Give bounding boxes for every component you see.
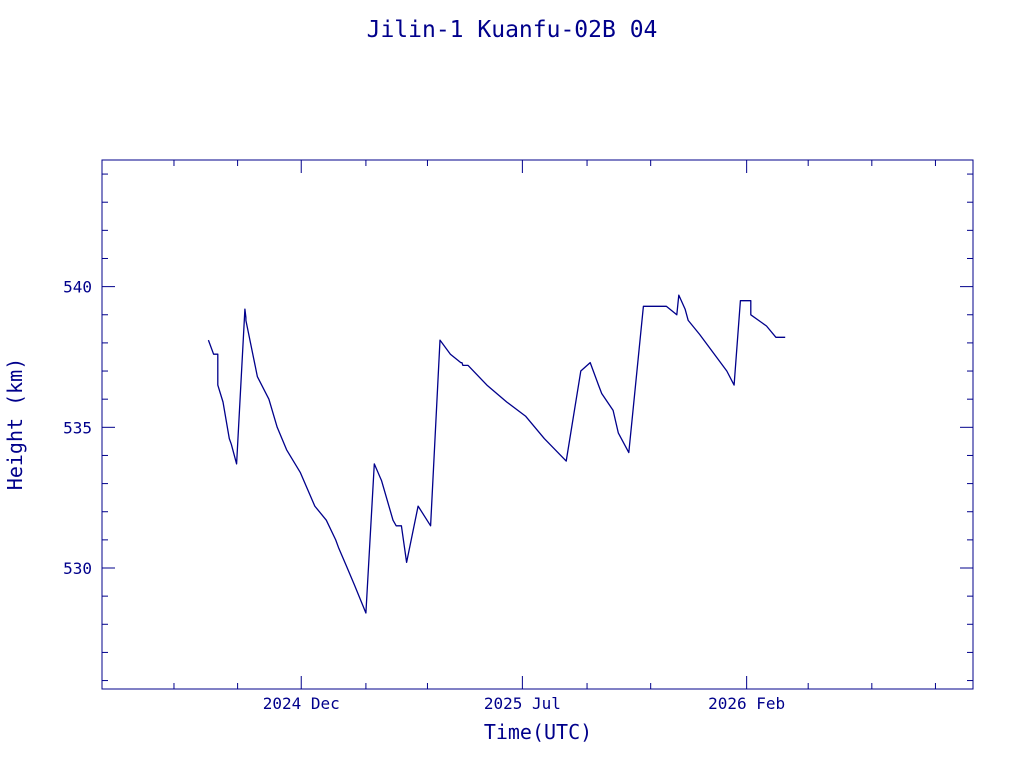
tick-marks xyxy=(102,160,973,689)
plot-frame xyxy=(101,159,974,690)
y-tick-label: 530 xyxy=(63,559,92,578)
y-tick-label: 535 xyxy=(63,418,92,437)
y-tick-labels: 530 535 540 xyxy=(63,278,92,578)
y-axis-label: Height (km) xyxy=(3,358,27,490)
x-tick-label: 2026 Feb xyxy=(708,694,785,713)
x-axis-label: Time(UTC) xyxy=(484,720,592,744)
chart-title: Jilin-1 Kuanfu-02B 04 xyxy=(367,17,658,43)
x-tick-label: 2024 Dec xyxy=(263,694,340,713)
x-tick-label: 2025 Jul xyxy=(484,694,561,713)
y-tick-label: 540 xyxy=(63,278,92,297)
x-tick-labels: 2024 Dec 2025 Jul 2026 Feb xyxy=(263,694,785,713)
height-series-line xyxy=(207,294,786,614)
